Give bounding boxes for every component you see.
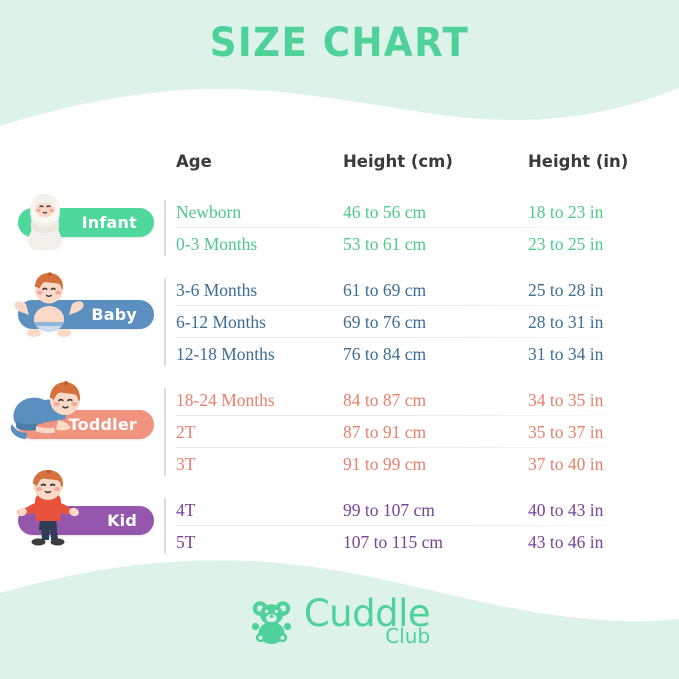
table-row: 5T 107 to 115 cm 43 to 46 in <box>0 526 679 558</box>
cell-height-in: 40 to 43 in <box>528 499 604 520</box>
row-separator <box>176 447 651 448</box>
cell-height-in: 35 to 37 in <box>528 421 604 442</box>
sitting-baby-icon <box>12 270 86 345</box>
cell-height-cm: 46 to 56 cm <box>343 201 427 222</box>
row-separator <box>176 305 651 306</box>
cell-height-cm: 99 to 107 cm <box>343 499 435 520</box>
column-header-height-in: Height (in) <box>528 152 629 171</box>
cell-height-cm: 76 to 84 cm <box>343 343 427 364</box>
cell-age: 6-12 Months <box>176 311 266 332</box>
badge-label: Toddler <box>68 415 137 434</box>
page-title: SIZE CHART <box>209 20 470 66</box>
cell-height-cm: 69 to 76 cm <box>343 311 427 332</box>
size-chart-table: Infant Newborn 46 to 56 cm 18 to 23 in 0-3 … <box>0 194 679 558</box>
table-row: 12-18 Months 76 to 84 cm 31 to 34 in <box>0 338 679 370</box>
brand-logo: Cuddle Club <box>0 595 679 646</box>
row-separator <box>176 337 651 338</box>
table-row: Newborn 46 to 56 cm 18 to 23 in <box>0 196 679 228</box>
header-band <box>0 0 679 132</box>
group-badge-area: Baby <box>0 272 164 370</box>
badge-label: Infant <box>81 213 137 232</box>
row-separator <box>176 415 651 416</box>
group-badge-area: Toddler <box>0 380 164 480</box>
badge-label: Baby <box>91 305 137 324</box>
group-divider <box>164 388 166 476</box>
group-spacer <box>0 260 679 274</box>
size-group-toddler: Toddler 18-24 Months 84 to 87 cm 34 to 35 … <box>0 380 679 480</box>
group-divider <box>164 278 166 366</box>
cell-height-in: 37 to 40 in <box>528 453 604 474</box>
cell-age: 18-24 Months <box>176 389 275 410</box>
cell-height-in: 28 to 31 in <box>528 311 604 332</box>
size-group-infant: Infant Newborn 46 to 56 cm 18 to 23 in 0-3 … <box>0 194 679 260</box>
teddy-bear-icon <box>251 600 291 644</box>
group-spacer <box>0 370 679 384</box>
cell-age: 5T <box>176 531 196 552</box>
cell-height-cm: 107 to 115 cm <box>343 531 443 552</box>
cell-height-in: 18 to 23 in <box>528 201 604 222</box>
row-separator <box>176 525 651 526</box>
cell-age: 3T <box>176 453 196 474</box>
brand-name-secondary: Club <box>385 624 431 648</box>
cell-height-cm: 84 to 87 cm <box>343 389 427 410</box>
cell-age: 12-18 Months <box>176 343 275 364</box>
brand-name-primary: Cuddle <box>303 592 431 635</box>
cell-height-in: 43 to 46 in <box>528 531 604 552</box>
cell-height-in: 34 to 35 in <box>528 389 604 410</box>
cell-age: Newborn <box>176 201 242 222</box>
column-header-height-cm: Height (cm) <box>343 152 453 171</box>
size-group-baby: Baby 3-6 Months 61 to 69 cm 25 to 28 in 6-1… <box>0 272 679 370</box>
badge-label: Kid <box>107 511 137 530</box>
table-row: 3T 91 to 99 cm 37 to 40 in <box>0 448 679 480</box>
cell-height-cm: 61 to 69 cm <box>343 279 427 300</box>
table-row: 3-6 Months 61 to 69 cm 25 to 28 in <box>0 274 679 306</box>
group-divider <box>164 498 166 554</box>
cell-age: 4T <box>176 499 196 520</box>
table-row: 6-12 Months 69 to 76 cm 28 to 31 in <box>0 306 679 338</box>
cell-age: 2T <box>176 421 196 442</box>
cell-height-in: 25 to 28 in <box>528 279 604 300</box>
row-separator <box>176 227 651 228</box>
swaddled-baby-icon <box>14 188 76 255</box>
crawling-toddler-icon <box>10 378 90 445</box>
cell-age: 0-3 Months <box>176 233 258 254</box>
table-row: 2T 87 to 91 cm 35 to 37 in <box>0 416 679 448</box>
table-row: 0-3 Months 53 to 61 cm 23 to 25 in <box>0 228 679 260</box>
size-group-kid: Kid 4T 99 to 107 cm 40 to 43 in 5T 107 to 11… <box>0 468 679 558</box>
standing-kid-icon <box>12 468 84 553</box>
group-badge-area: Kid <box>0 468 164 558</box>
table-row: 4T 99 to 107 cm 40 to 43 in <box>0 494 679 526</box>
group-badge-area: Infant <box>0 194 164 260</box>
table-header-row: Age Height (cm) Height (in) <box>0 152 679 178</box>
cell-height-cm: 91 to 99 cm <box>343 453 427 474</box>
cell-height-in: 31 to 34 in <box>528 343 604 364</box>
group-spacer <box>0 480 679 494</box>
cell-height-in: 23 to 25 in <box>528 233 604 254</box>
group-divider <box>164 200 166 256</box>
cell-height-cm: 53 to 61 cm <box>343 233 427 254</box>
footer-band <box>0 549 679 679</box>
table-row: 18-24 Months 84 to 87 cm 34 to 35 in <box>0 384 679 416</box>
cell-height-cm: 87 to 91 cm <box>343 421 427 442</box>
cell-age: 3-6 Months <box>176 279 258 300</box>
column-header-age: Age <box>176 152 212 171</box>
